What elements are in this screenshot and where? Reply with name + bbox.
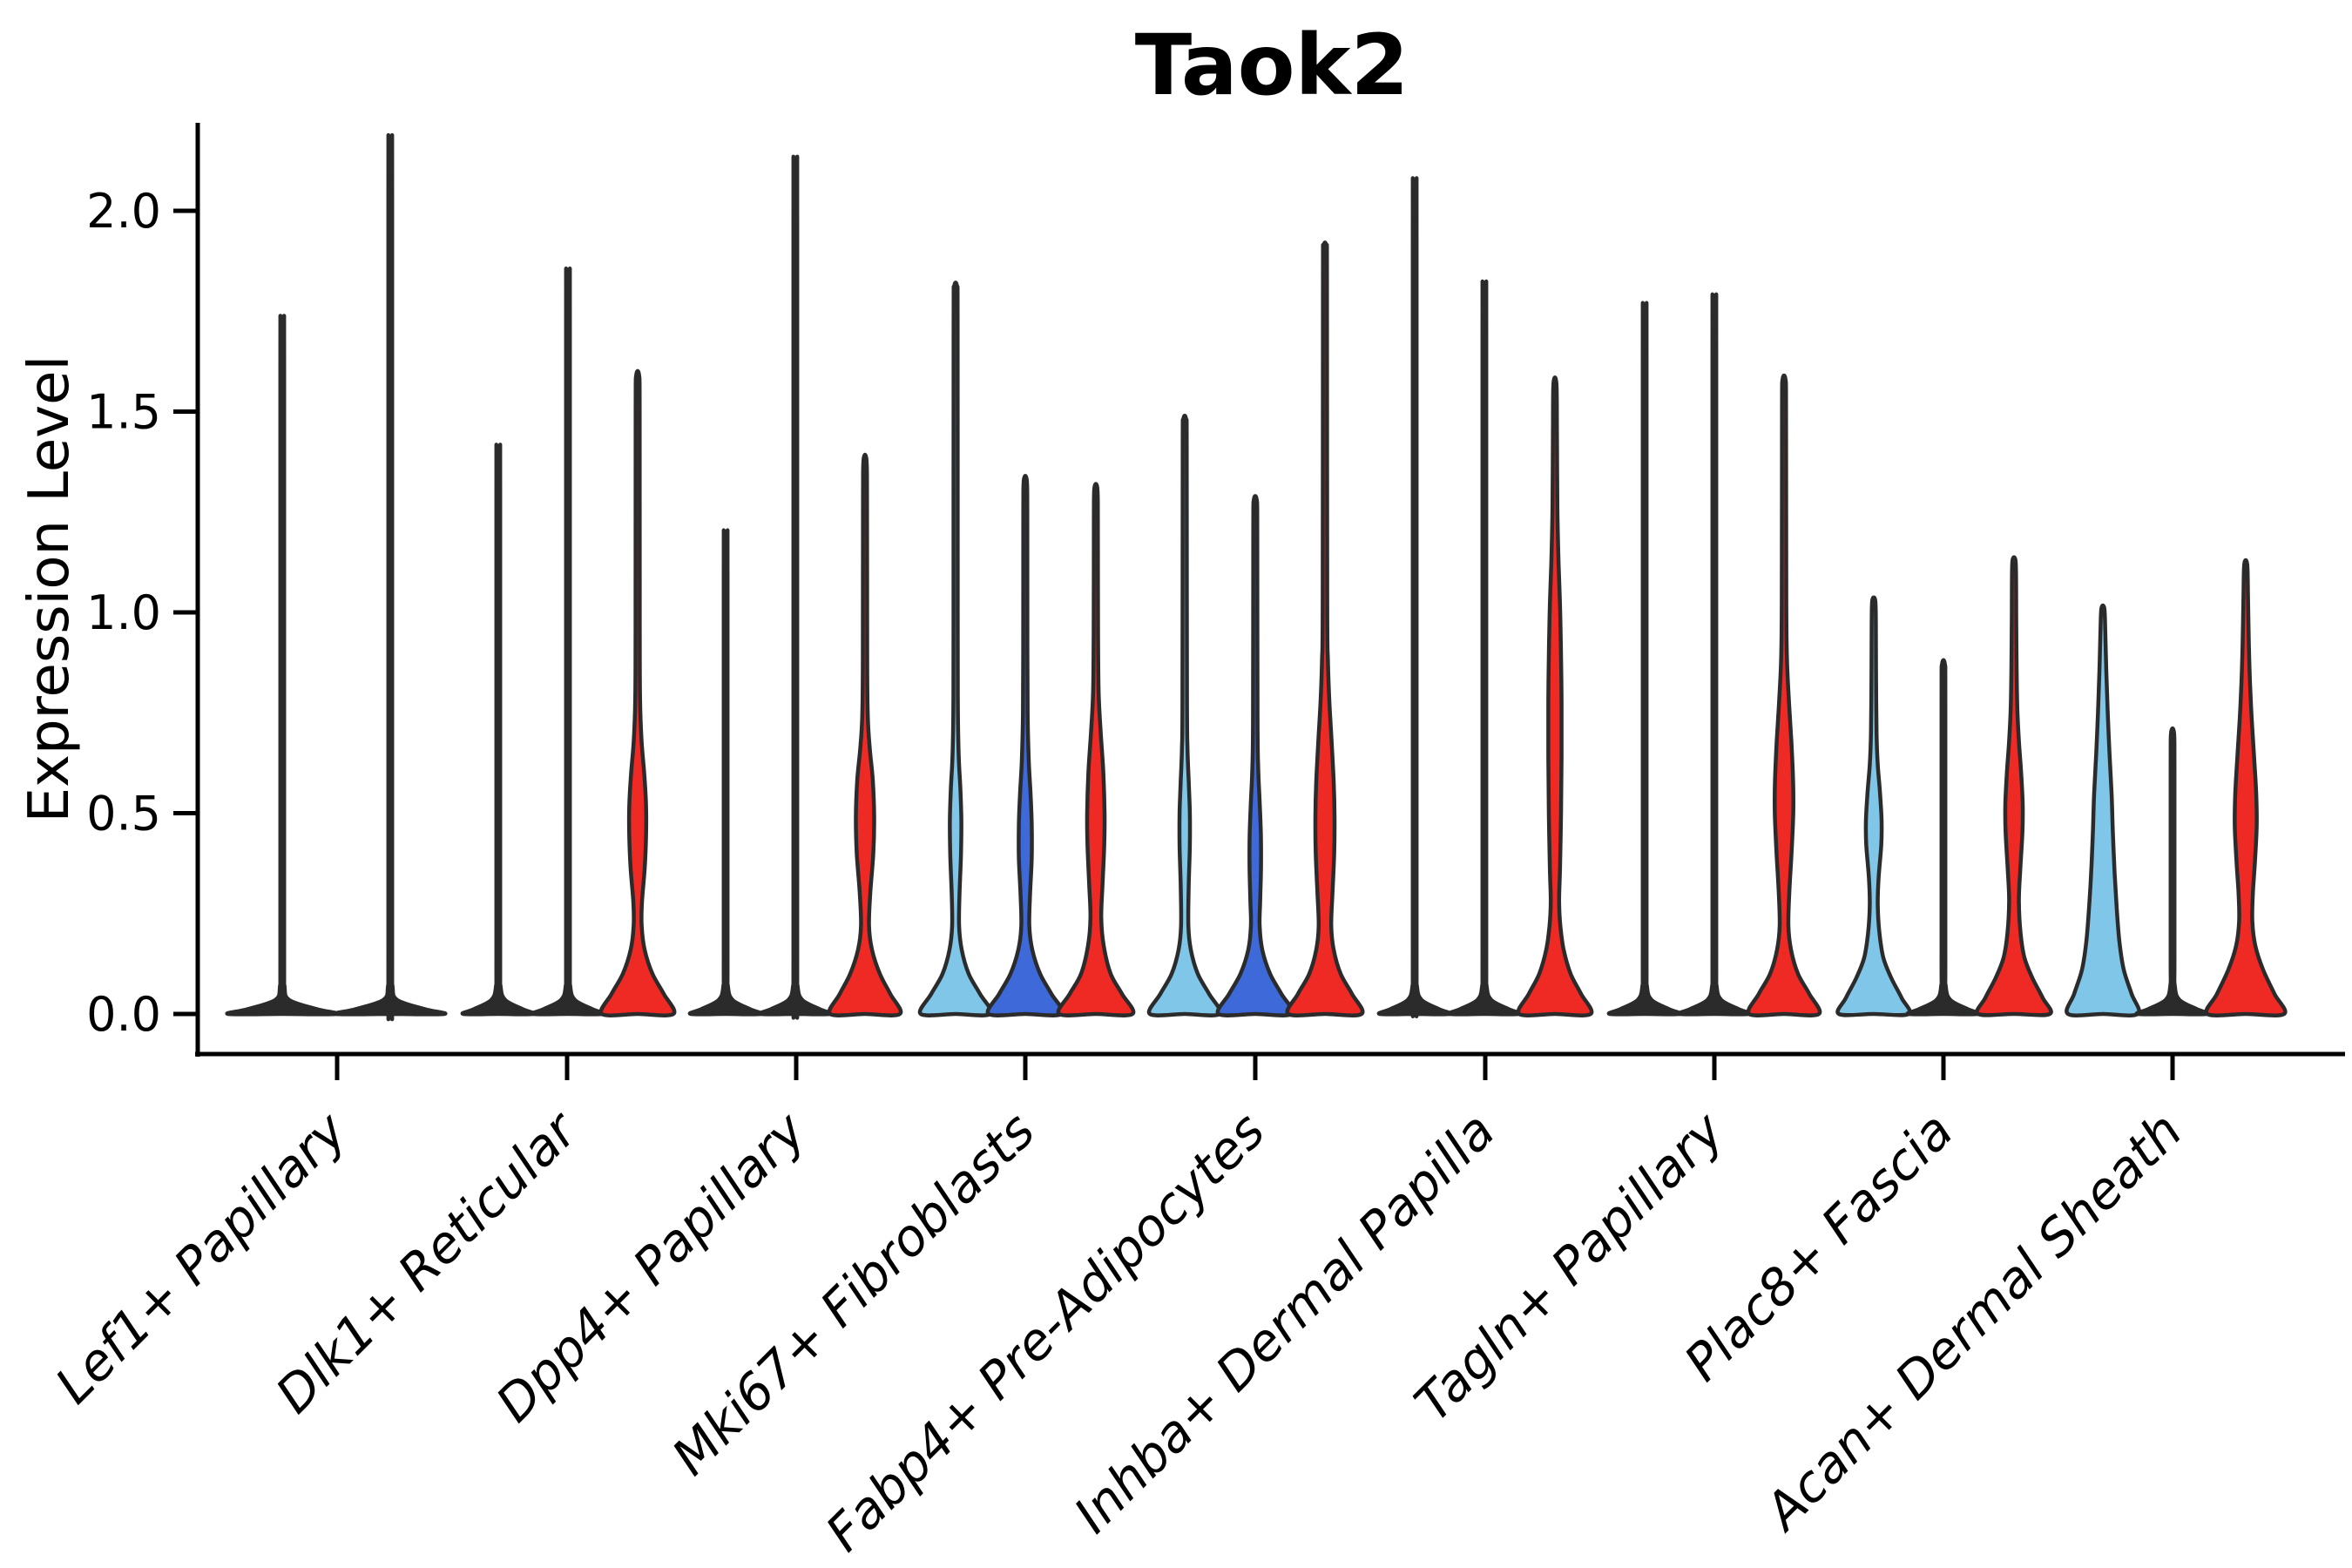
y-tick-label: 0.0 (86, 987, 161, 1042)
violin-dpp4-papillary-3 (827, 452, 903, 1017)
violin-plac8-fascia-2 (1905, 658, 1982, 1017)
violin-tagln-papillary-2 (1676, 292, 1753, 1017)
violin-mki67-fibroblasts-2 (985, 474, 1065, 1017)
violin-inhba-dermal-papilla-2 (1446, 279, 1523, 1017)
violin-dlk1-reticular-1 (460, 443, 537, 1017)
violin-dpp4-papillary-1 (687, 528, 764, 1017)
violin-plac8-fascia-3 (1975, 555, 2053, 1017)
violin-fabp4-pre-adipocytes-1 (1146, 413, 1223, 1017)
violins-layer (225, 132, 2288, 1022)
violin-tagln-papillary-3 (1746, 373, 1822, 1017)
violin-lef1-papillary-2 (333, 132, 448, 1022)
x-tick-label: Inhba+ Dermal Papilla (1063, 1101, 1506, 1544)
violin-tagln-papillary-1 (1606, 301, 1683, 1017)
y-tick-label: 0.5 (86, 787, 161, 841)
violin-dlk1-reticular-3 (598, 368, 677, 1017)
x-tick-label: Fabp4+ Pre-Adipocytes (814, 1101, 1276, 1563)
x-tick-label: Acan+ Dermal Sheath (1751, 1101, 2193, 1544)
violin-acan-dermal-sheath-1 (2065, 603, 2141, 1017)
violin-lef1-papillary-1 (225, 314, 340, 1017)
violin-mki67-fibroblasts-1 (917, 280, 994, 1017)
y-axis-label: Expression Level (17, 355, 82, 823)
violin-plac8-fascia-1 (1835, 595, 1912, 1017)
axes-spines (195, 123, 2345, 1057)
y-tick-label: 2.0 (86, 184, 161, 239)
y-tick-label: 1.5 (86, 385, 161, 440)
violin-fabp4-pre-adipocytes-3 (1285, 240, 1365, 1017)
chart-title: Taok2 (1135, 17, 1409, 114)
y-axis-ticks: 0.0 0.5 1.0 1.5 2.0 (86, 184, 198, 1042)
violin-mki67-fibroblasts-3 (1056, 482, 1136, 1017)
violin-inhba-dermal-papilla-1 (1376, 176, 1453, 1018)
violin-dlk1-reticular-2 (530, 267, 606, 1017)
violin-dpp4-papillary-2 (757, 154, 834, 1020)
y-tick-label: 1.0 (86, 585, 161, 640)
violin-acan-dermal-sheath-3 (2204, 558, 2288, 1017)
violin-fabp4-pre-adipocytes-2 (1215, 494, 1295, 1017)
violin-acan-dermal-sheath-2 (2134, 726, 2211, 1017)
violin-inhba-dermal-papilla-3 (1516, 375, 1594, 1017)
